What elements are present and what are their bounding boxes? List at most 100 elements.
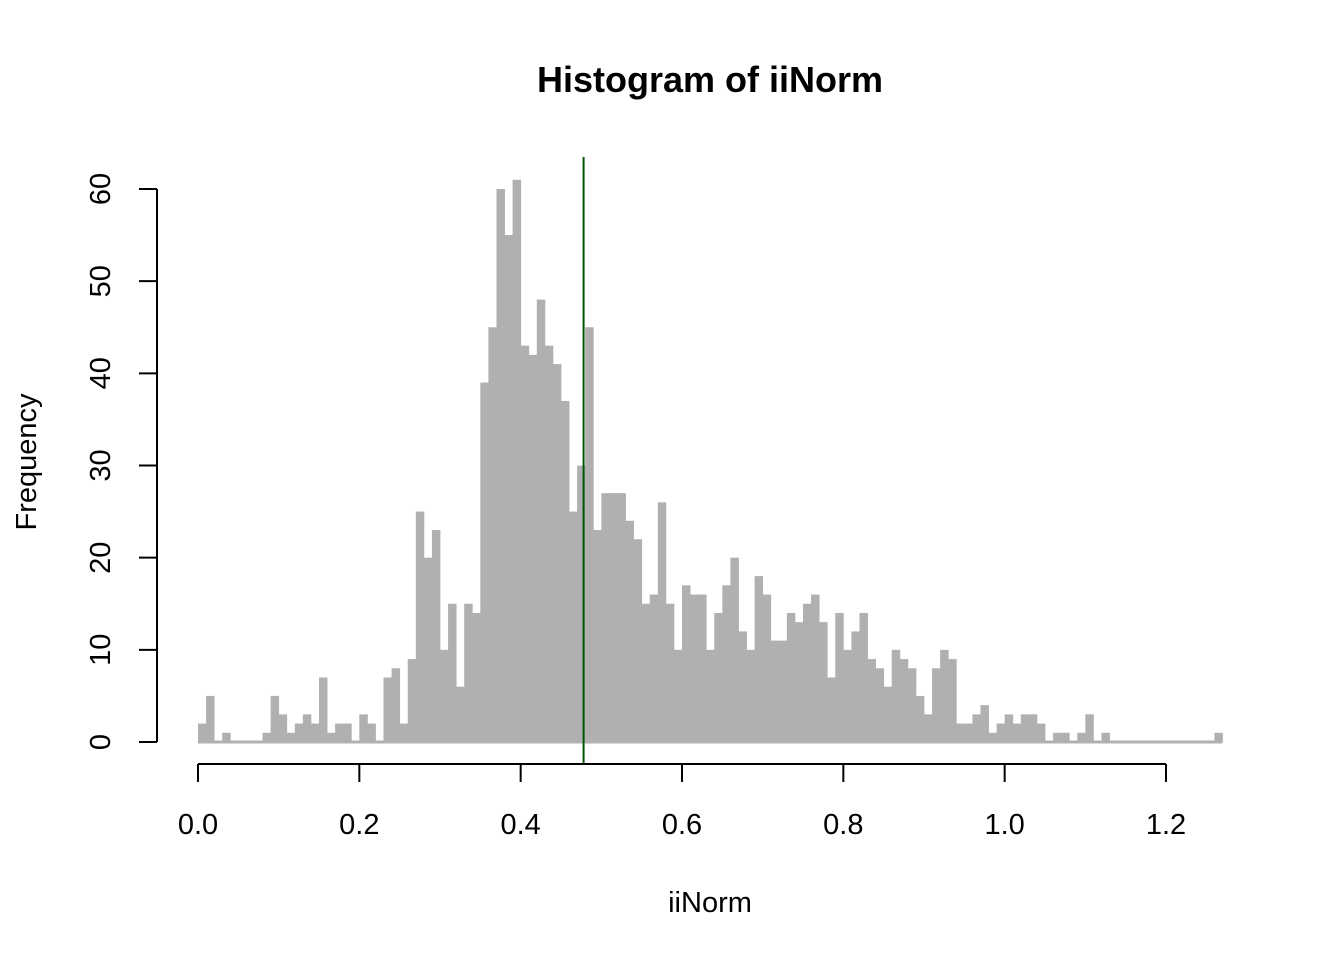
histogram-bar <box>415 511 425 742</box>
histogram-bar <box>698 594 707 742</box>
y-tick-label: 40 <box>85 357 117 389</box>
histogram-bar <box>835 612 844 742</box>
histogram-bar <box>1214 732 1223 742</box>
x-tick-label: 0.8 <box>823 809 863 841</box>
histogram-bar <box>706 649 715 742</box>
x-tick-label: 0.4 <box>501 809 541 841</box>
histogram-bar <box>988 732 997 742</box>
histogram-bar <box>206 695 215 742</box>
histogram-bar <box>714 612 723 742</box>
histogram-bar <box>754 576 764 742</box>
histogram-bar <box>431 530 441 742</box>
x-tick-label: 0.6 <box>662 809 702 841</box>
histogram-bar <box>625 520 634 742</box>
y-tick-label: 60 <box>85 173 117 205</box>
histogram-bar <box>932 668 941 742</box>
histogram-bar <box>746 649 755 742</box>
x-axis: 0.0 0.2 0.4 0.6 0.8 1.0 1.2 <box>178 763 1186 841</box>
histogram-bar <box>657 502 667 742</box>
y-tick-label: 50 <box>85 265 117 297</box>
histogram-bar <box>593 530 602 742</box>
histogram-bar <box>520 345 530 742</box>
histogram-bar <box>980 705 989 742</box>
histogram-bar <box>585 327 594 742</box>
histogram-bar <box>569 511 578 742</box>
histogram-bar <box>786 612 796 742</box>
histogram-bar <box>827 677 836 742</box>
histogram-bar <box>633 539 643 742</box>
histogram-bar <box>948 659 957 742</box>
histogram-bar <box>456 686 465 742</box>
histogram-bar <box>907 668 917 742</box>
histogram-bar <box>1028 714 1038 742</box>
histogram-bar <box>472 612 481 742</box>
histogram-bar <box>730 557 739 742</box>
histogram-bar <box>1061 732 1070 742</box>
histogram-bar <box>504 235 513 742</box>
histogram-bar <box>609 493 618 742</box>
histogram-bar <box>883 686 893 742</box>
histogram-bar <box>294 723 304 742</box>
histogram-bar <box>270 695 280 742</box>
histogram-bar <box>407 659 417 742</box>
histogram-bar <box>964 723 973 742</box>
histogram-bar <box>665 603 675 742</box>
histogram-bar <box>343 723 352 742</box>
histogram-bar <box>1004 714 1014 742</box>
histogram-bar <box>1036 723 1046 742</box>
histogram-bar <box>383 677 392 742</box>
histogram-bar <box>536 299 546 742</box>
histogram-bar <box>819 622 828 742</box>
histogram-bar <box>690 594 699 742</box>
y-axis-label: Frequency <box>11 393 43 531</box>
histogram-bar <box>278 714 288 742</box>
histogram-bar <box>1053 732 1062 742</box>
histogram-bar <box>1020 714 1030 742</box>
histogram-bar <box>319 677 328 742</box>
histogram-bar <box>496 189 505 742</box>
histogram-bar <box>198 723 207 742</box>
y-tick-label: 20 <box>85 542 117 574</box>
histogram-bar <box>617 493 626 742</box>
histogram-bar <box>335 723 344 742</box>
y-tick-label: 10 <box>85 634 117 666</box>
histogram-bars <box>198 179 1223 744</box>
histogram-bar <box>544 345 554 742</box>
histogram-bar <box>803 603 812 742</box>
histogram-bar <box>875 668 885 742</box>
histogram-bar <box>915 695 925 742</box>
histogram-bar <box>286 732 296 742</box>
histogram-bar <box>859 612 868 742</box>
histogram-bar <box>391 668 401 742</box>
histogram-bar <box>423 557 433 742</box>
histogram-bar <box>440 649 449 742</box>
histogram-bar <box>1101 732 1110 742</box>
histogram-bar <box>673 649 683 742</box>
chart-title: Histogram of iiNorm <box>537 59 883 100</box>
histogram-bar <box>464 603 473 742</box>
y-tick-label: 30 <box>85 449 117 481</box>
histogram-bar <box>222 732 231 742</box>
histogram-bar <box>722 585 731 742</box>
histogram-bar <box>891 649 901 742</box>
histogram-bar <box>327 732 336 742</box>
histogram-bar <box>940 649 949 742</box>
histogram-bar <box>794 622 804 742</box>
histogram-bar <box>972 714 981 742</box>
histogram-bar <box>738 631 747 742</box>
histogram-bar <box>778 640 788 742</box>
histogram-bar <box>528 354 538 742</box>
histogram-bar <box>682 585 691 742</box>
x-tick-label: 0.2 <box>339 809 379 841</box>
histogram-bar <box>996 723 1006 742</box>
histogram-bar <box>924 714 933 742</box>
y-axis: 0 10 20 30 40 50 60 <box>85 173 158 750</box>
x-tick-label: 0.0 <box>178 809 218 841</box>
histogram-bar <box>843 649 852 742</box>
histogram-bar <box>302 714 312 742</box>
histogram-bar <box>1012 723 1022 742</box>
histogram-bar <box>762 594 772 742</box>
histogram-bar <box>552 364 562 742</box>
histogram-bar <box>899 659 909 742</box>
